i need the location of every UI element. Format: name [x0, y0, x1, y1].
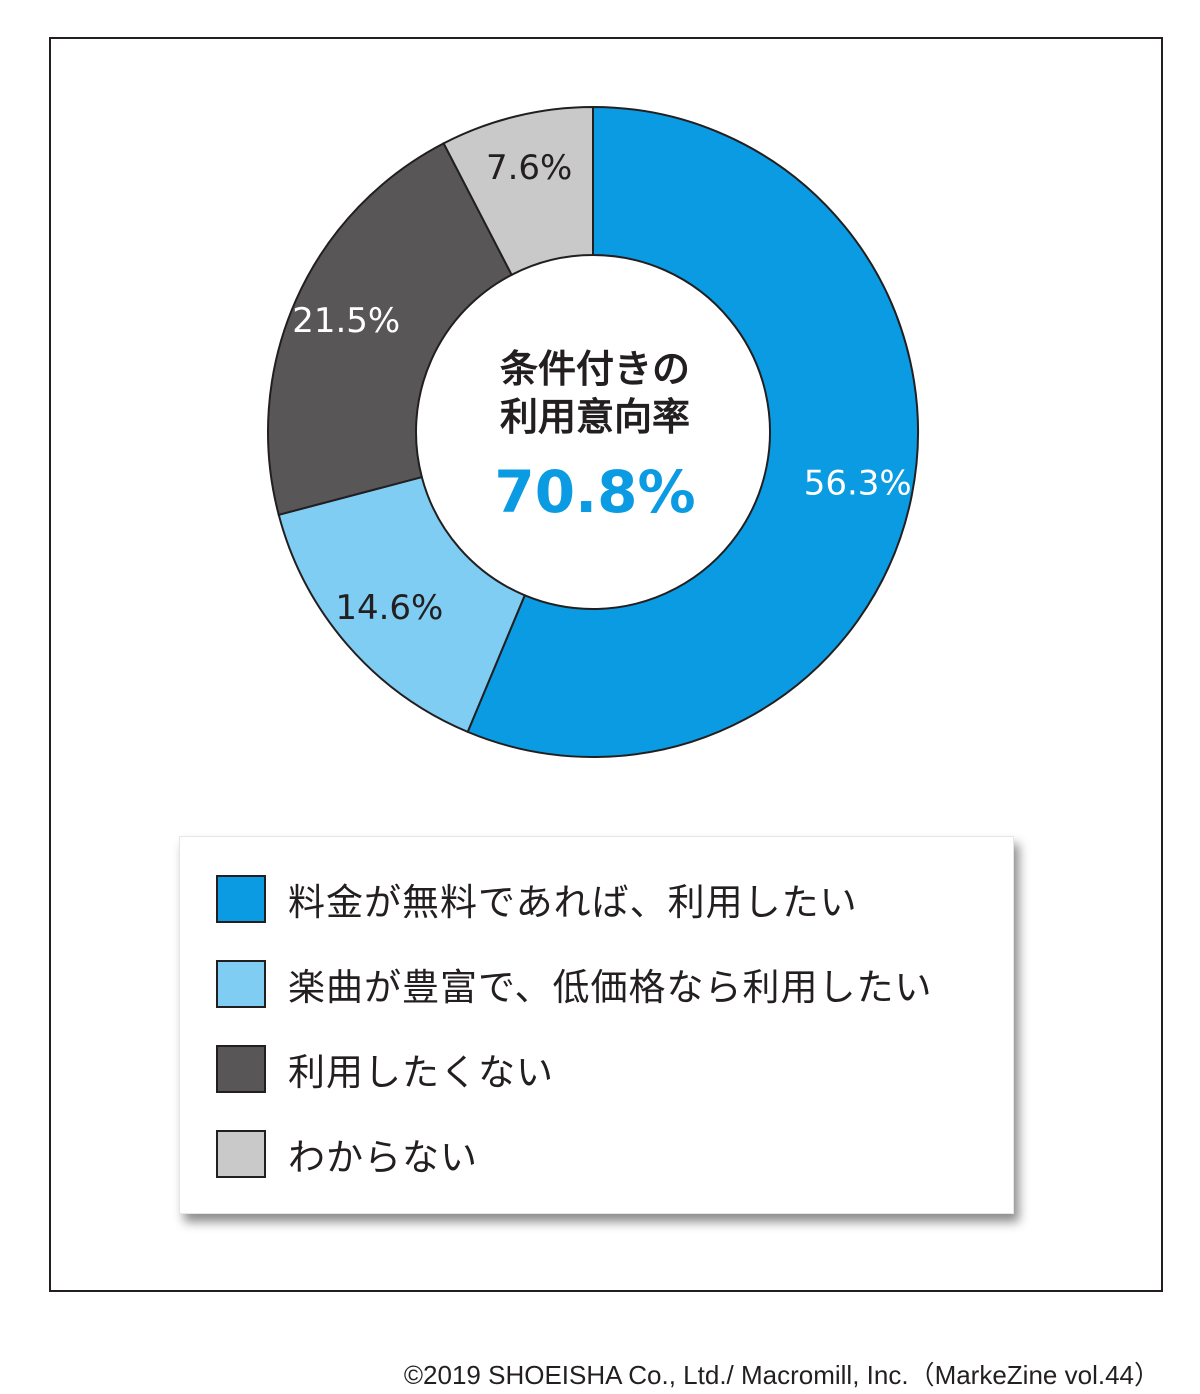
chart-frame [49, 37, 1163, 1292]
donut-slice [466, 105, 919, 758]
donut-slice [442, 105, 594, 277]
legend-item: 料金が無料であれば、利用したい [216, 874, 858, 924]
legend-swatch [216, 1045, 266, 1093]
center-title-line2: 利用意向率 [499, 395, 690, 439]
legend-label: 利用したくない [288, 1051, 554, 1094]
legend-item: 楽曲が豊富で、低価格なら利用したい [216, 959, 933, 1009]
legend-swatch [216, 875, 266, 923]
donut-slice [267, 142, 514, 517]
legend-swatch [216, 1130, 266, 1178]
legend-swatch [216, 960, 266, 1008]
legend-item: 利用したくない [216, 1044, 554, 1094]
center-title-line1: 条件付きの [499, 347, 690, 391]
donut-slice [277, 475, 527, 734]
donut-chart: 56.3% 14.6% 21.5% 7.6% [267, 105, 919, 758]
legend: 料金が無料であれば、利用したい 楽曲が豊富で、低価格なら利用したい 利用したくな… [179, 836, 1014, 1214]
slice-value-label: 14.6% [335, 588, 443, 628]
slice-value-label: 7.6% [486, 148, 572, 188]
slice-value-label: 21.5% [292, 301, 400, 341]
copyright-notice: ©2019 SHOEISHA Co., Ltd./ Macromill, Inc… [403, 1360, 1160, 1390]
legend-label: 楽曲が豊富で、低価格なら利用したい [288, 966, 933, 1009]
center-value: 70.8% [494, 458, 696, 526]
slice-value-label: 56.3% [804, 464, 912, 504]
legend-label: 料金が無料であれば、利用したい [288, 881, 858, 924]
legend-label: わからない [288, 1136, 478, 1179]
legend-item: わからない [216, 1129, 478, 1179]
